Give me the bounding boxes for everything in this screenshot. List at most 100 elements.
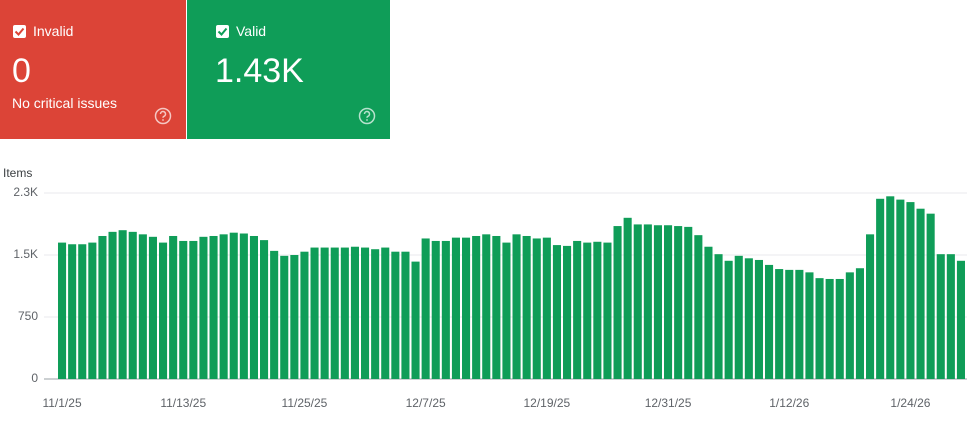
bar — [946, 254, 955, 379]
bar — [552, 245, 561, 379]
bar — [179, 240, 188, 379]
bar — [542, 237, 551, 379]
bar — [361, 247, 370, 379]
bar — [118, 230, 127, 379]
bar — [229, 232, 238, 379]
bar — [189, 240, 198, 379]
bar — [381, 247, 390, 379]
chart: Items 0 750 1.5K 2.3K 11/1/25 11/13/25 11/25/2… — [3, 166, 967, 410]
bar — [694, 235, 703, 379]
bar — [421, 238, 430, 379]
x-tick-label: 1/12/26 — [769, 396, 809, 410]
bar — [492, 235, 501, 379]
y-tick-label: 1.5K — [13, 247, 38, 261]
bar — [411, 261, 420, 379]
bar — [785, 269, 794, 379]
bar — [603, 242, 612, 379]
bar — [249, 235, 258, 379]
bar — [169, 235, 178, 379]
card-label: Valid — [236, 23, 267, 39]
bar — [78, 244, 87, 379]
checkbox — [216, 25, 229, 38]
bar — [583, 242, 592, 379]
bar — [451, 237, 460, 379]
bar — [623, 217, 632, 379]
bar — [431, 240, 440, 379]
y-tick-label: 0 — [31, 371, 38, 385]
card-value: 0 — [12, 52, 31, 90]
checkbox — [13, 25, 26, 38]
bar — [916, 208, 925, 379]
bar — [391, 251, 400, 379]
valid-card[interactable]: Valid 1.43K — [187, 0, 390, 139]
bar — [340, 247, 349, 379]
bar — [674, 226, 683, 379]
bar — [270, 250, 279, 379]
bar — [159, 242, 168, 379]
bar — [704, 246, 713, 379]
bar — [896, 199, 905, 379]
bar — [350, 246, 359, 379]
x-tick-label: 11/13/25 — [160, 396, 206, 410]
y-tick-label: 2.3K — [13, 185, 38, 199]
bar — [876, 198, 885, 379]
bar — [68, 244, 77, 379]
bar — [108, 231, 117, 379]
bar — [815, 278, 824, 379]
bar — [664, 225, 673, 379]
bar — [795, 269, 804, 379]
bar — [280, 255, 289, 379]
bar — [855, 268, 864, 379]
y-axis-label: Items — [3, 166, 32, 180]
x-tick-label: 1/24/26 — [890, 396, 930, 410]
bar — [926, 213, 935, 379]
bar — [148, 236, 157, 379]
bar — [532, 238, 541, 379]
y-tick-label: 750 — [18, 309, 38, 323]
bar — [734, 255, 743, 379]
bar — [58, 242, 67, 379]
bar — [653, 225, 662, 379]
bar — [219, 234, 228, 379]
bar — [260, 240, 269, 379]
bar — [744, 258, 753, 379]
bar — [98, 235, 107, 379]
bar — [482, 234, 491, 379]
bar — [310, 247, 319, 379]
help-icon[interactable] — [154, 107, 172, 125]
bar — [754, 259, 763, 379]
invalid-card[interactable]: Invalid 0 No critical issues — [0, 0, 186, 139]
bar — [290, 255, 299, 379]
bar — [936, 254, 945, 379]
bar — [128, 231, 137, 379]
card-label: Invalid — [33, 23, 74, 39]
bar — [88, 242, 97, 379]
bar — [684, 226, 693, 379]
bar — [138, 234, 147, 379]
bar — [502, 242, 511, 379]
x-tick-label: 12/19/25 — [523, 396, 570, 410]
bar — [563, 245, 572, 379]
bar — [845, 272, 854, 379]
bar — [300, 251, 309, 379]
bar — [593, 241, 602, 379]
card-value: 1.43K — [215, 52, 304, 90]
bar — [512, 234, 521, 379]
x-tick-label: 12/31/25 — [645, 396, 692, 410]
bar — [573, 240, 582, 379]
bar — [441, 240, 450, 379]
bar — [613, 226, 622, 379]
bar — [724, 260, 733, 379]
x-tick-label: 11/1/25 — [42, 396, 81, 410]
bar — [866, 234, 875, 379]
x-tick-label: 12/7/25 — [406, 396, 446, 410]
bar — [765, 264, 774, 379]
bar — [522, 235, 531, 379]
bar — [835, 278, 844, 379]
bar — [886, 196, 895, 379]
bar — [401, 251, 410, 379]
bar — [825, 278, 834, 379]
bar — [330, 247, 339, 379]
bar — [775, 269, 784, 379]
help-icon[interactable] — [358, 107, 376, 125]
